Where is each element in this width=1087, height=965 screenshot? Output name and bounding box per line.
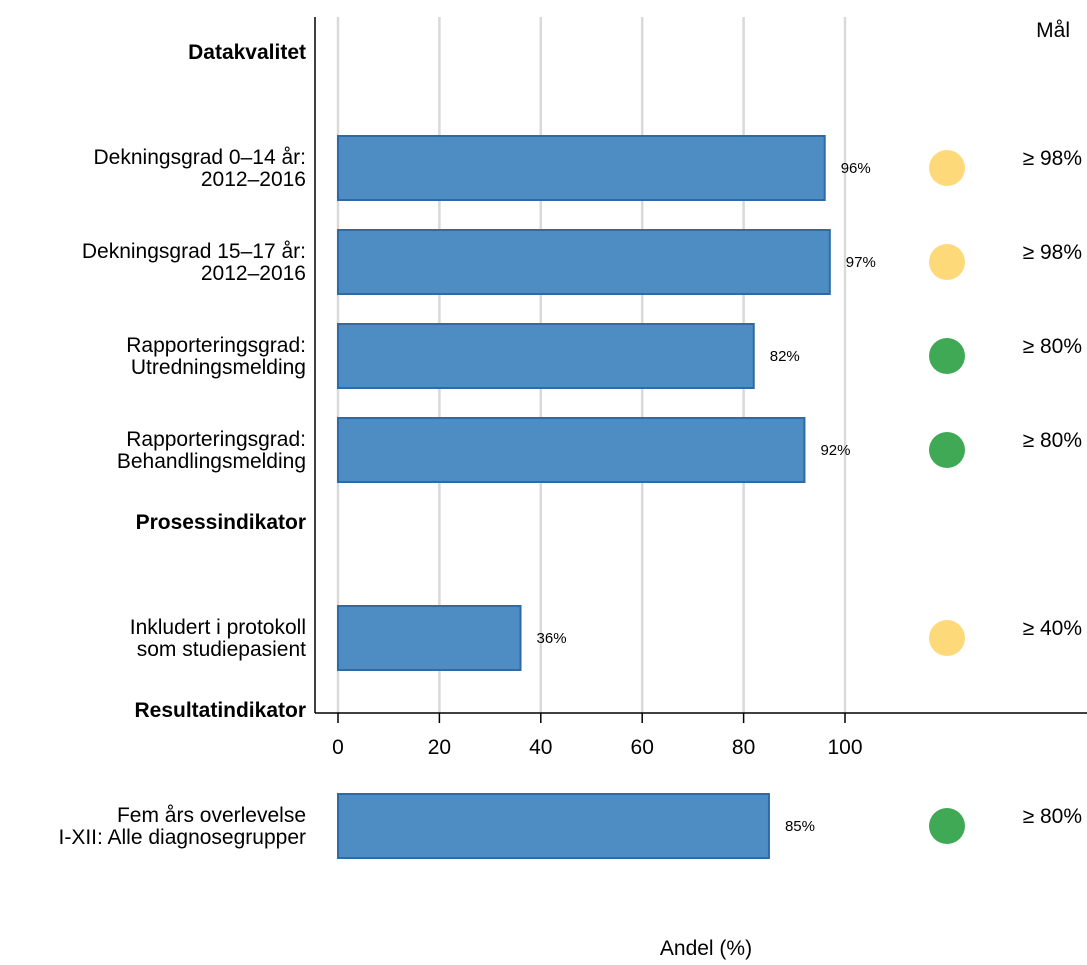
category-label: Dekningsgrad 0–14 år: xyxy=(94,146,306,169)
goal-label: ≥ 80% xyxy=(1023,805,1082,828)
bars xyxy=(337,135,831,859)
x-axis-title: Andel (%) xyxy=(660,937,752,960)
bar xyxy=(337,605,522,671)
category-label: Inkludert i protokoll xyxy=(130,616,306,639)
status-dots xyxy=(929,150,965,844)
section-heading: Prosessindikator xyxy=(136,511,306,534)
category-label: Fem års overlevelse xyxy=(117,804,306,827)
bar xyxy=(337,417,806,483)
status-dot-green xyxy=(929,808,965,844)
bar xyxy=(337,793,770,859)
goal-label: ≥ 80% xyxy=(1023,429,1082,452)
goal-header: Mål xyxy=(1036,19,1070,42)
category-label: Rapporteringsgrad: xyxy=(126,334,306,357)
bar xyxy=(337,135,826,201)
category-label: Dekningsgrad 15–17 år: xyxy=(82,240,306,263)
bar xyxy=(337,323,755,389)
section-heading: Datakvalitet xyxy=(188,41,306,64)
value-label: 36% xyxy=(537,630,567,647)
goal-labels: ≥ 98% ≥ 98% ≥ 80% ≥ 80% ≥ 40% ≥ 80% xyxy=(1023,147,1082,828)
status-dot-green xyxy=(929,432,965,468)
category-label: 2012–2016 xyxy=(201,168,306,191)
category-label: 2012–2016 xyxy=(201,262,306,285)
value-label: 85% xyxy=(785,818,815,835)
status-dot-yellow xyxy=(929,244,965,280)
value-label: 82% xyxy=(770,348,800,365)
section-heading: Resultatindikator xyxy=(134,699,306,722)
category-label: Rapporteringsgrad: xyxy=(126,428,306,451)
category-label: som studiepasient xyxy=(137,638,306,661)
category-label: Behandlingsmelding xyxy=(117,450,306,473)
status-dot-yellow xyxy=(929,620,965,656)
goal-label: ≥ 98% xyxy=(1023,147,1082,170)
goal-label: ≥ 80% xyxy=(1023,335,1082,358)
value-labels: 96% 97% 82% 92% 36% 85% xyxy=(537,160,876,835)
category-label: I-XII: Alle diagnosegrupper xyxy=(59,826,307,849)
x-tick-label: 100 xyxy=(827,736,862,759)
x-tick-label: 0 xyxy=(332,736,344,759)
x-tick-label: 80 xyxy=(732,736,755,759)
status-dot-yellow xyxy=(929,150,965,186)
value-label: 92% xyxy=(820,442,850,459)
x-tick-label: 40 xyxy=(529,736,552,759)
bar xyxy=(337,229,831,295)
goal-label: ≥ 98% xyxy=(1023,241,1082,264)
goal-label: ≥ 40% xyxy=(1023,617,1082,640)
x-tick-label: 60 xyxy=(631,736,654,759)
x-tick-label: 20 xyxy=(428,736,451,759)
x-axis-ticks: 0 20 40 60 80 100 xyxy=(332,713,863,759)
value-label: 97% xyxy=(846,254,876,271)
category-label: Utredningsmelding xyxy=(131,356,306,379)
value-label: 96% xyxy=(841,160,871,177)
status-dot-green xyxy=(929,338,965,374)
